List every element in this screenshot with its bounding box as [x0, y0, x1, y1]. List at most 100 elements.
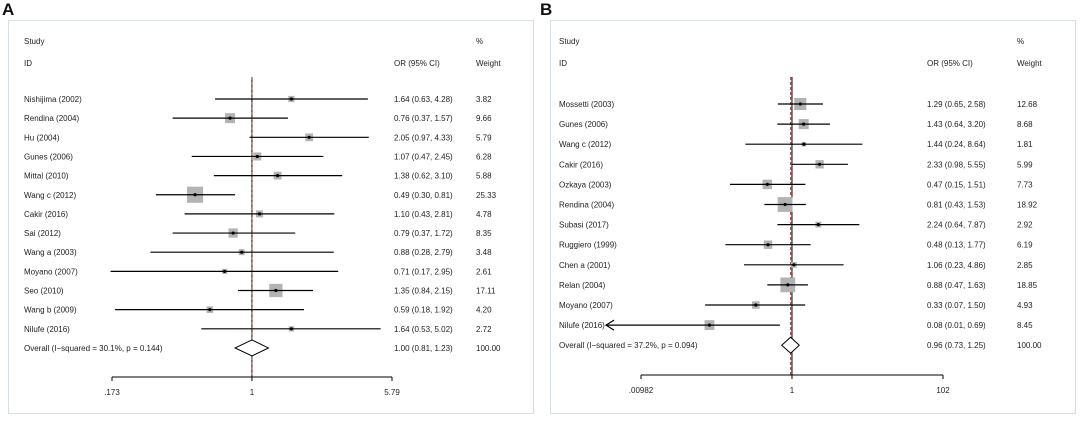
study-label: Cakir (2016) [559, 160, 603, 169]
study-label: Gunes (2006) [24, 152, 73, 161]
forest-plot-panel-a: Study ID OR (95% CI) % Weight Nishijima … [8, 20, 534, 414]
id-header: ID [559, 59, 567, 68]
weight-header: Weight [1017, 59, 1043, 68]
or-ci-header: OR (95% CI) [394, 59, 440, 68]
study-or-ci: 1.07 (0.47, 2.45) [394, 152, 453, 161]
study-or-ci: 1.44 (0.24, 8.64) [927, 140, 986, 149]
study-point-estimate [228, 116, 232, 120]
study-point-estimate [792, 263, 796, 267]
study-label: Nilufe (2016) [24, 325, 70, 334]
study-label: Wang c (2012) [559, 140, 612, 149]
study-label: Mittal (2010) [24, 172, 69, 181]
study-label: Rendina (2004) [559, 201, 614, 210]
overall-label: Overall (I−squared = 30.1%, p = 0.144) [24, 344, 163, 353]
study-label: Wang b (2009) [24, 306, 77, 315]
study-or-ci: 0.49 (0.30, 0.81) [394, 191, 453, 200]
study-point-estimate [798, 102, 802, 106]
study-weight: 8.68 [1017, 120, 1033, 129]
study-point-estimate [289, 327, 293, 331]
overall-weight: 100.00 [1017, 341, 1042, 350]
study-or-ci: 1.35 (0.84, 2.15) [394, 287, 453, 296]
study-weight: 9.66 [476, 114, 492, 123]
study-weight: 18.92 [1017, 201, 1038, 210]
study-label: Moyano (2007) [559, 301, 613, 310]
panel-b-letter: B [540, 0, 553, 19]
study-weight: 2.72 [476, 325, 492, 334]
study-or-ci: 0.76 (0.37, 1.57) [394, 114, 453, 123]
study-point-estimate [307, 135, 311, 139]
study-or-ci: 0.47 (0.15, 1.51) [927, 180, 986, 189]
study-weight: 1.81 [1017, 140, 1033, 149]
study-point-estimate [257, 212, 262, 216]
study-point-estimate [754, 303, 758, 307]
study-weight: 7.73 [1017, 180, 1033, 189]
study-or-ci: 1.38 (0.62, 3.10) [394, 172, 453, 181]
study-or-ci: 0.79 (0.37, 1.72) [394, 229, 453, 238]
study-weight: 3.82 [476, 95, 492, 104]
id-header: ID [24, 59, 32, 68]
overall-label: Overall (I−squared = 37.2%, p = 0.094) [559, 341, 698, 350]
forest-plot-panel-b: Study ID OR (95% CI) % Weight Mossetti (… [550, 20, 1076, 414]
x-axis-tick-label: .00982 [629, 386, 654, 395]
study-weight: 12.68 [1017, 100, 1038, 109]
study-header: Study [559, 37, 579, 46]
study-weight: 18.85 [1017, 281, 1038, 290]
weight-header: Weight [476, 59, 502, 68]
study-weight: 8.35 [476, 229, 492, 238]
study-point-estimate [766, 243, 770, 247]
overall-diamond [233, 339, 270, 357]
study-point-estimate [208, 308, 212, 312]
overall-or-ci: 1.00 (0.81, 1.23) [394, 344, 453, 353]
study-label: Chen a (2001) [559, 261, 610, 270]
study-weight: 4.93 [1017, 301, 1033, 310]
x-axis-tick-label: 102 [936, 386, 950, 395]
study-or-ci: 1.10 (0.43, 2.81) [394, 210, 453, 219]
study-weight: 4.20 [476, 306, 492, 315]
study-point-estimate [223, 269, 227, 273]
study-point-estimate [193, 193, 197, 197]
study-or-ci: 1.29 (0.65, 2.58) [927, 100, 986, 109]
study-or-ci: 0.33 (0.07, 1.50) [927, 301, 986, 310]
weight-percent-header: % [1017, 37, 1024, 46]
study-or-ci: 2.24 (0.64, 7.87) [927, 221, 986, 230]
study-point-estimate [274, 288, 278, 293]
study-point-estimate [765, 182, 769, 186]
or-ci-header: OR (95% CI) [927, 59, 973, 68]
study-label: Cakir (2016) [24, 210, 68, 219]
overall-diamond [780, 336, 800, 354]
study-weight: 2.92 [1017, 221, 1033, 230]
study-label: Subasi (2017) [559, 221, 609, 230]
study-weight: 5.88 [476, 172, 492, 181]
study-label: Ruggiero (1999) [559, 241, 617, 250]
study-label: Mossetti (2003) [559, 100, 614, 109]
study-label: Wang c (2012) [24, 191, 77, 200]
study-weight: 8.45 [1017, 321, 1033, 330]
study-or-ci: 0.08 (0.01, 0.69) [927, 321, 986, 330]
study-label: Gunes (2006) [559, 120, 608, 129]
study-label: Sai (2012) [24, 229, 61, 238]
study-weight: 6.19 [1017, 241, 1033, 250]
study-point-estimate [783, 202, 787, 207]
study-label: Relan (2004) [559, 281, 606, 290]
study-label: Moyano (2007) [24, 267, 78, 276]
study-label: Ozkaya (2003) [559, 180, 612, 189]
study-or-ci: 2.33 (0.98, 5.55) [927, 160, 986, 169]
study-or-ci: 1.64 (0.63, 4.28) [394, 95, 453, 104]
study-label: Seo (2010) [24, 287, 64, 296]
overall-weight: 100.00 [476, 344, 501, 353]
study-weight: 5.99 [1017, 160, 1033, 169]
study-point-estimate [289, 97, 293, 101]
study-point-estimate [707, 323, 712, 327]
forest-plot-b-svg: Study ID OR (95% CI) % Weight Mossetti (… [559, 37, 1043, 395]
study-or-ci: 0.48 (0.13, 1.77) [927, 241, 986, 250]
panel-a-letter: A [2, 0, 15, 19]
study-or-ci: 0.71 (0.17, 2.95) [394, 267, 453, 276]
weight-percent-header: % [476, 37, 483, 46]
x-axis-tick-label: .173 [104, 388, 120, 397]
study-label: Nilufe (2016) [559, 321, 605, 330]
x-axis-tick-label: 1 [790, 386, 795, 395]
study-label: Rendina (2004) [24, 114, 79, 123]
study-or-ci: 1.06 (0.23, 4.86) [927, 261, 986, 270]
study-or-ci: 0.88 (0.47, 1.63) [927, 281, 986, 290]
ci-truncation-arrow [604, 319, 615, 331]
